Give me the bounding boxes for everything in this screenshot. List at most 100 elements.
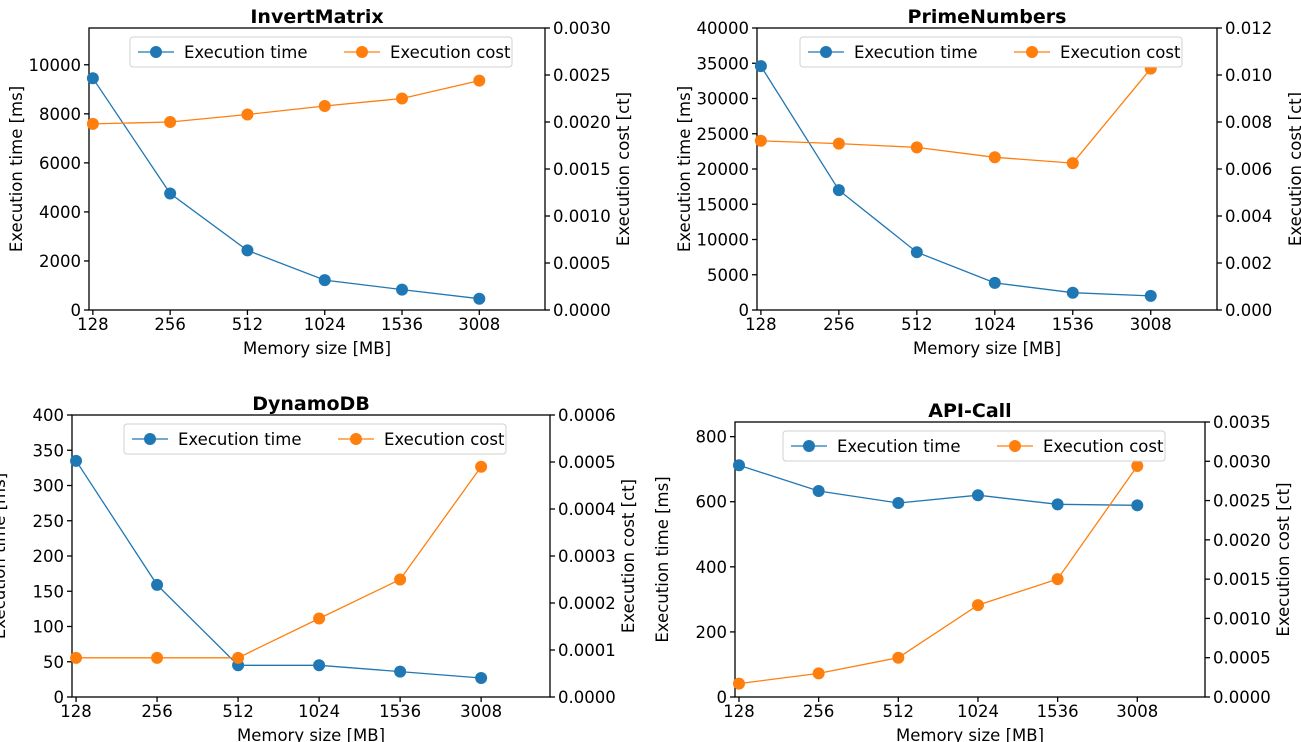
- chart-3: DynamoDB 128 256 512 1024 1536 3008 0 50 100 150 20…: [0, 393, 638, 742]
- x-tick-label: 1024: [957, 702, 999, 721]
- data-point-cost: [473, 74, 486, 87]
- series-line-cost: [760, 68, 1152, 164]
- y2-tick-label: 0.0004: [558, 500, 616, 519]
- x-tick-label: 1024: [974, 315, 1016, 334]
- chart-4: API-Call 128 256 512 1024 1536 3008 0 200 400 600 8…: [653, 400, 1293, 742]
- data-point-time: [164, 187, 177, 200]
- y2-tick-label: 0.0001: [558, 641, 616, 660]
- data-point-cost: [892, 651, 905, 664]
- data-point-time: [732, 459, 745, 472]
- legend-label: Execution time: [854, 43, 978, 62]
- data-point-cost: [971, 599, 984, 612]
- y2-tick-label: 0.006: [1225, 160, 1272, 179]
- data-point-time: [473, 292, 486, 305]
- legend-marker: [1026, 46, 1038, 58]
- x-tick-label: 512: [222, 702, 254, 721]
- data-point-cost: [988, 151, 1001, 164]
- y2-tick-label: 0.012: [1225, 19, 1272, 38]
- data-point-cost: [1131, 460, 1144, 472]
- series-line-cost: [738, 465, 1138, 685]
- data-point-time: [151, 578, 164, 591]
- y-tick-label: 35000: [697, 54, 750, 73]
- y2-tick-label: 0.002: [1225, 254, 1272, 273]
- data-point-time: [1066, 286, 1079, 299]
- plot-frame: [71, 414, 551, 698]
- y-tick-label: 50: [43, 653, 64, 672]
- chart-2: PrimeNumbers 128 256 512 1024 1536 3008 0 5000 10…: [675, 6, 1301, 358]
- series-line-time: [75, 460, 482, 679]
- x-tick-label: 128: [77, 315, 109, 334]
- legend-frame: [782, 430, 1166, 462]
- y2-tick-label: 0.0010: [1213, 609, 1271, 628]
- y-axis-label: Execution time [ms]: [0, 473, 9, 639]
- y2-axis-label: Execution cost [ct]: [1286, 92, 1301, 246]
- y-tick-label: 250: [33, 512, 65, 531]
- legend-label: Execution cost: [384, 430, 505, 449]
- data-point-time: [313, 659, 326, 672]
- data-point-cost: [396, 92, 409, 105]
- data-point-time: [394, 665, 407, 678]
- data-point-time: [475, 671, 488, 684]
- y2-tick-label: 0.0010: [553, 207, 611, 226]
- chart-title: PrimeNumbers: [908, 6, 1067, 28]
- data-point-cost: [754, 134, 767, 147]
- series-line-time: [760, 65, 1151, 297]
- legend-marker: [144, 433, 156, 445]
- x-tick-label: 1024: [304, 315, 346, 334]
- legend-marker: [350, 433, 362, 445]
- data-point-cost: [732, 677, 745, 690]
- y-tick-label: 200: [33, 547, 65, 566]
- x-tick-label: 1536: [379, 702, 421, 721]
- data-point-time: [86, 72, 99, 85]
- x-tick-label: 128: [723, 702, 755, 721]
- x-tick-label: 256: [141, 702, 173, 721]
- data-point-time: [318, 274, 331, 287]
- y2-tick-label: 0.0002: [558, 594, 616, 613]
- y-tick-label: 6000: [39, 154, 81, 173]
- x-tick-label: 1024: [298, 702, 340, 721]
- data-point-time: [70, 454, 83, 467]
- chart-title: API-Call: [928, 400, 1011, 422]
- data-point-cost: [164, 116, 177, 128]
- legend-marker: [356, 46, 368, 58]
- y2-axis-label: Execution cost [ct]: [619, 479, 638, 633]
- y-tick-label: 40000: [697, 19, 750, 38]
- legend: Execution time Execution cost: [129, 36, 513, 68]
- x-tick-label: 512: [883, 702, 915, 721]
- x-tick-label: 128: [60, 702, 92, 721]
- y2-tick-label: 0.0005: [1213, 649, 1271, 668]
- x-axis-label: Memory size [MB]: [913, 339, 1061, 358]
- y2-tick-label: 0.0003: [558, 547, 616, 566]
- x-tick-label: 256: [823, 315, 855, 334]
- y-tick-label: 600: [696, 493, 728, 512]
- y-tick-label: 15000: [697, 195, 750, 214]
- y2-tick-label: 0.004: [1225, 207, 1272, 226]
- y2-tick-label: 0.0005: [553, 254, 611, 273]
- y-tick-label: 0: [717, 688, 728, 707]
- y2-axis-label: Execution cost [ct]: [1274, 482, 1293, 636]
- data-point-time: [988, 276, 1001, 289]
- x-tick-label: 256: [803, 702, 835, 721]
- x-tick-label: 1536: [1037, 702, 1079, 721]
- y-tick-label: 0: [739, 301, 750, 320]
- x-tick-label: 256: [154, 315, 186, 334]
- y2-tick-label: 0.0015: [553, 160, 611, 179]
- y2-tick-label: 0.0015: [1213, 570, 1271, 589]
- legend: Execution time Execution cost: [782, 430, 1166, 462]
- data-point-cost: [313, 612, 326, 625]
- legend: Execution time Execution cost: [123, 423, 507, 455]
- data-point-time: [241, 244, 254, 257]
- series-line-cost: [92, 79, 480, 125]
- legend-label: Execution time: [837, 437, 961, 456]
- data-point-cost: [318, 100, 331, 113]
- chart-title: InvertMatrix: [250, 6, 383, 28]
- y-tick-label: 8000: [39, 105, 81, 124]
- x-tick-label: 3008: [460, 702, 502, 721]
- y-tick-label: 20000: [697, 160, 750, 179]
- data-point-cost: [910, 141, 923, 154]
- legend: Execution time Execution cost: [799, 36, 1183, 68]
- x-tick-label: 128: [745, 315, 777, 334]
- y-tick-label: 30000: [697, 90, 750, 109]
- data-point-time: [1144, 289, 1157, 302]
